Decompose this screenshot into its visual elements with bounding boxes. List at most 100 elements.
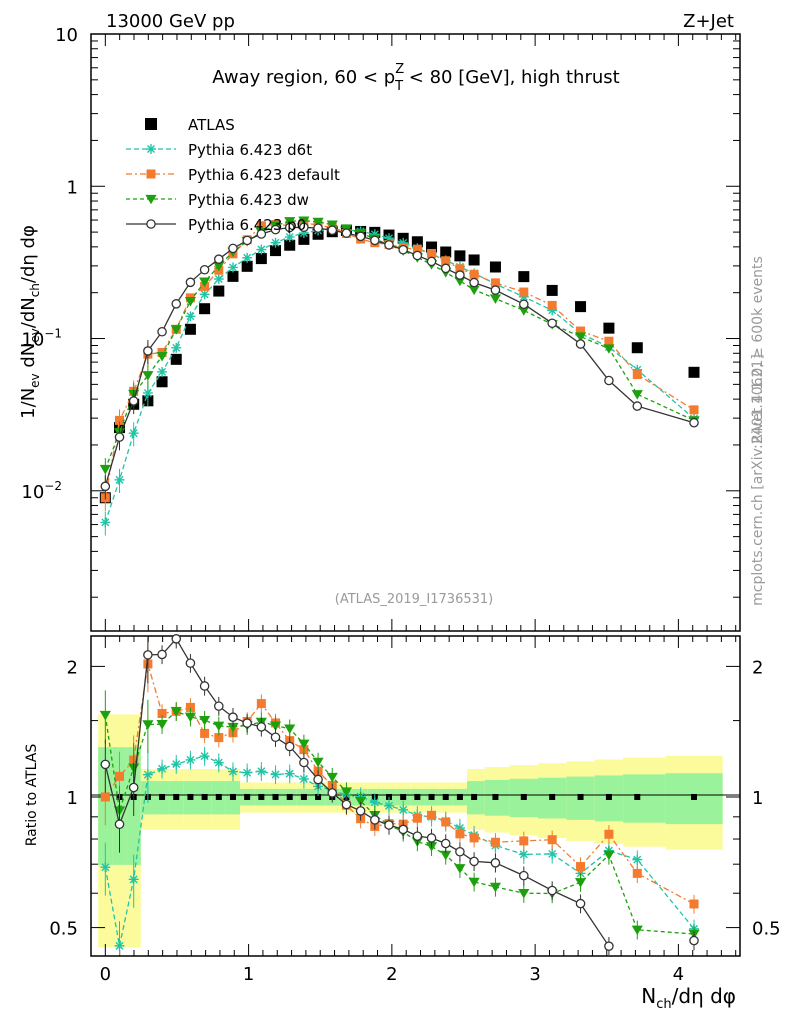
ratio-point	[520, 793, 527, 800]
ratio-point	[398, 824, 408, 835]
ratio-point	[575, 898, 586, 909]
ratio-point	[489, 882, 502, 893]
data-point	[157, 366, 168, 377]
ratio-point	[442, 793, 449, 800]
data-point	[440, 246, 452, 258]
ratio-point	[258, 793, 265, 800]
data-point	[489, 261, 501, 273]
ratio-point	[142, 720, 154, 730]
ratio-uncertainty-bands	[98, 714, 723, 948]
data-point	[547, 318, 557, 329]
ratio-point	[468, 877, 480, 888]
data-point	[128, 396, 139, 406]
ratio-point	[691, 793, 698, 800]
ratio-point	[171, 759, 182, 770]
data-point	[256, 229, 267, 239]
data-point	[199, 289, 210, 300]
data-point	[299, 222, 309, 233]
ratio-point	[157, 649, 167, 660]
data-point	[157, 326, 167, 337]
ratio-point	[426, 833, 437, 843]
analysis-id: (ATLAS_2019_I1736531)	[335, 592, 493, 607]
series-line	[104, 222, 695, 498]
data-point	[469, 277, 479, 288]
series-line	[104, 226, 695, 487]
data-point	[547, 300, 557, 310]
mcplots-label: mcplots.cern.ch [arXiv:2401.10621]	[750, 354, 766, 606]
data-point	[490, 285, 501, 295]
legend-entry: ATLAS	[145, 116, 235, 134]
ratio-point	[171, 634, 182, 644]
data-point	[632, 370, 642, 380]
data-point	[199, 277, 211, 288]
ratio-point	[100, 862, 111, 873]
ratio-point	[229, 793, 236, 800]
legend: ATLAS Pythia 6.423 d6t Pythia 6.423 defaul…	[126, 116, 340, 234]
ratio-point	[440, 838, 451, 849]
ratio-point	[327, 788, 338, 798]
ratio-point	[313, 774, 323, 785]
ratio-point	[490, 837, 500, 847]
ratio-point	[300, 793, 307, 800]
ratio-y-axis-label: Ratio to ATLAS	[24, 744, 40, 847]
ratio-point	[99, 710, 111, 721]
process-label: Z+Jet	[683, 11, 734, 32]
data-point	[142, 388, 153, 398]
ratio-point	[270, 732, 281, 743]
data-point	[241, 260, 253, 272]
ratio-point	[173, 793, 180, 800]
ratio-point	[270, 769, 281, 780]
ratio-point	[519, 836, 529, 846]
ratio-point	[547, 885, 557, 896]
ratio-point	[469, 856, 479, 867]
ratio-point	[440, 850, 452, 861]
ratio-point	[689, 899, 699, 909]
y-tick-label: 10	[55, 25, 78, 46]
data-point	[370, 235, 380, 246]
ratio-point	[492, 793, 499, 800]
data-point	[284, 217, 296, 227]
data-point	[313, 223, 323, 233]
data-point	[603, 344, 615, 354]
ratio-point	[456, 793, 463, 800]
ratio-point	[603, 850, 615, 861]
legend-entry: Pythia 6.423 default	[126, 166, 340, 184]
y-tick-label: 10−1	[21, 327, 62, 351]
ratio-point	[100, 759, 111, 770]
ratio-point	[427, 810, 437, 820]
ratio-point	[298, 773, 309, 784]
series-pythia-6-423-p0	[100, 222, 699, 500]
ratio-point	[228, 766, 238, 777]
ratio-y-tick-label: 2	[67, 657, 78, 678]
ratio-point	[299, 757, 309, 768]
data-point	[384, 240, 394, 250]
ratio-point	[199, 716, 211, 726]
main-plot-series	[99, 216, 700, 536]
ratio-point	[632, 854, 643, 865]
series-line	[104, 228, 695, 523]
ratio-point	[286, 793, 293, 800]
ratio-point	[142, 769, 153, 780]
ratio-point	[269, 721, 282, 731]
legend-entry: Pythia 6.423 dw	[126, 191, 309, 209]
ratio-point	[214, 701, 224, 711]
ratio-y-tick-label: 0.5	[49, 919, 78, 940]
data-point	[468, 285, 480, 296]
ratio-point	[272, 793, 279, 800]
ratio-point	[185, 754, 196, 765]
ratio-point	[577, 793, 584, 800]
ratio-point	[340, 787, 353, 797]
ratio-point	[244, 793, 251, 800]
data-point	[256, 221, 266, 231]
data-point	[115, 415, 125, 425]
y-tick-label: 1	[67, 177, 78, 198]
ratio-y-tick-label: 2	[752, 657, 763, 678]
data-point	[312, 217, 324, 228]
data-point	[184, 296, 197, 307]
ratio-point	[355, 796, 367, 807]
data-point	[298, 216, 310, 227]
ratio-point	[256, 766, 267, 777]
data-point	[213, 285, 225, 297]
x-tick-label: 0	[100, 964, 111, 985]
data-point	[604, 375, 614, 386]
